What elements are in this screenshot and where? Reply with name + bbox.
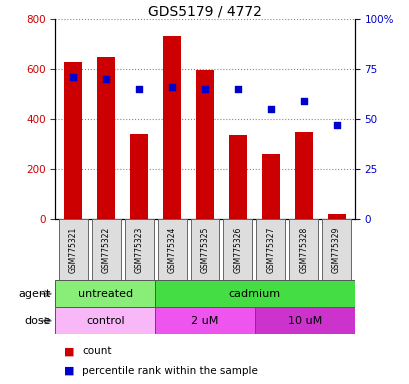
FancyBboxPatch shape [55,280,155,307]
Text: ■: ■ [63,366,74,376]
Text: GSM775328: GSM775328 [299,227,308,273]
Point [169,84,175,90]
FancyBboxPatch shape [157,220,186,280]
Bar [327,214,345,219]
Point [103,76,109,82]
FancyBboxPatch shape [254,307,354,334]
FancyBboxPatch shape [155,307,254,334]
Text: GSM775327: GSM775327 [265,227,274,273]
Text: GSM775329: GSM775329 [331,227,340,273]
Text: control: control [86,316,124,326]
Text: GSM775326: GSM775326 [233,227,242,273]
Text: agent: agent [19,289,51,299]
Text: GSM775321: GSM775321 [69,227,78,273]
Point [70,74,76,80]
Bar [294,132,312,219]
Text: GSM775322: GSM775322 [101,227,110,273]
Bar [196,70,213,219]
FancyBboxPatch shape [55,307,155,334]
Text: cadmium: cadmium [228,289,280,299]
FancyBboxPatch shape [59,220,88,280]
Point [234,86,240,92]
FancyBboxPatch shape [223,220,252,280]
Text: count: count [82,346,111,356]
Text: GSM775323: GSM775323 [135,227,144,273]
FancyBboxPatch shape [155,280,354,307]
FancyBboxPatch shape [124,220,153,280]
Bar [64,62,82,219]
Bar [261,154,279,219]
Text: dose: dose [25,316,51,326]
FancyBboxPatch shape [256,220,285,280]
Text: untreated: untreated [77,289,133,299]
FancyBboxPatch shape [190,220,219,280]
FancyBboxPatch shape [92,220,121,280]
FancyBboxPatch shape [288,220,317,280]
Text: percentile rank within the sample: percentile rank within the sample [82,366,257,376]
Text: ■: ■ [63,346,74,356]
Title: GDS5179 / 4772: GDS5179 / 4772 [148,4,261,18]
Bar [228,135,246,219]
Text: GSM775324: GSM775324 [167,227,176,273]
Bar [130,134,148,219]
Bar [163,36,181,219]
Bar [97,57,115,219]
Point [267,106,273,112]
Point [300,98,306,104]
Text: 10 uM: 10 uM [287,316,321,326]
Point [333,122,339,128]
Point [136,86,142,92]
Text: 2 uM: 2 uM [191,316,218,326]
Text: GSM775325: GSM775325 [200,227,209,273]
FancyBboxPatch shape [321,220,350,280]
Point [201,86,208,92]
